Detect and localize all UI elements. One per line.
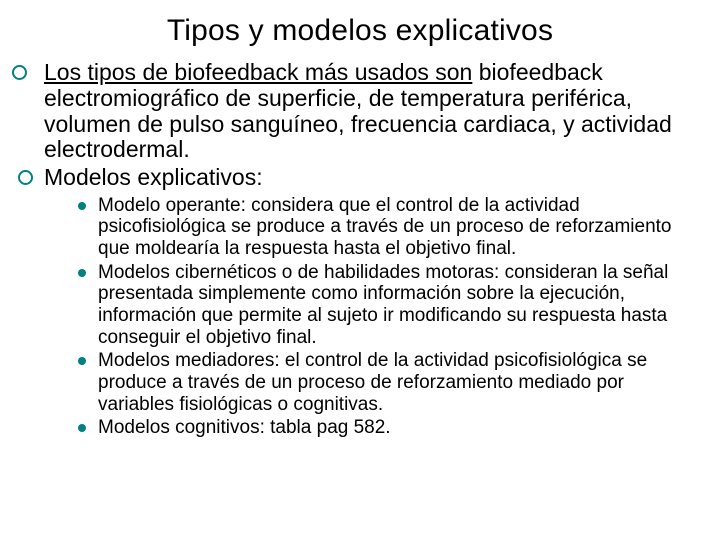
level2-list: Modelo operante: considera que el contro… xyxy=(44,195,702,439)
level1-item-2: Modelos explicativos: Modelo operante: c… xyxy=(22,165,702,439)
level2-item-2-text: Modelos cibernéticos o de habilidades mo… xyxy=(98,262,668,348)
level2-item-4-text: Modelos cognitivos: tabla pag 582. xyxy=(98,417,391,438)
slide: Tipos y modelos explicativos Los tipos d… xyxy=(0,0,720,540)
level2-item-3-text: Modelos mediadores: el control de la act… xyxy=(98,350,647,414)
level1-list: Los tipos de biofeedback más usados son … xyxy=(18,60,702,439)
level1-item-2-text: Modelos explicativos: xyxy=(44,164,263,190)
level2-item-3: Modelos mediadores: el control de la act… xyxy=(78,350,702,415)
level2-item-2: Modelos cibernéticos o de habilidades mo… xyxy=(78,262,702,349)
slide-title: Tipos y modelos explicativos xyxy=(18,14,702,48)
level2-item-1: Modelo operante: considera que el contro… xyxy=(78,195,702,260)
ring-bullet-icon xyxy=(12,65,27,80)
level1-item-1: Los tipos de biofeedback más usados son … xyxy=(22,60,702,163)
ring-bullet-icon xyxy=(18,170,33,185)
level2-item-4: Modelos cognitivos: tabla pag 582. xyxy=(78,417,702,439)
level2-item-1-text: Modelo operante: considera que el contro… xyxy=(98,195,672,259)
level1-item-1-underlined: Los tipos de biofeedback más usados son xyxy=(44,59,472,85)
